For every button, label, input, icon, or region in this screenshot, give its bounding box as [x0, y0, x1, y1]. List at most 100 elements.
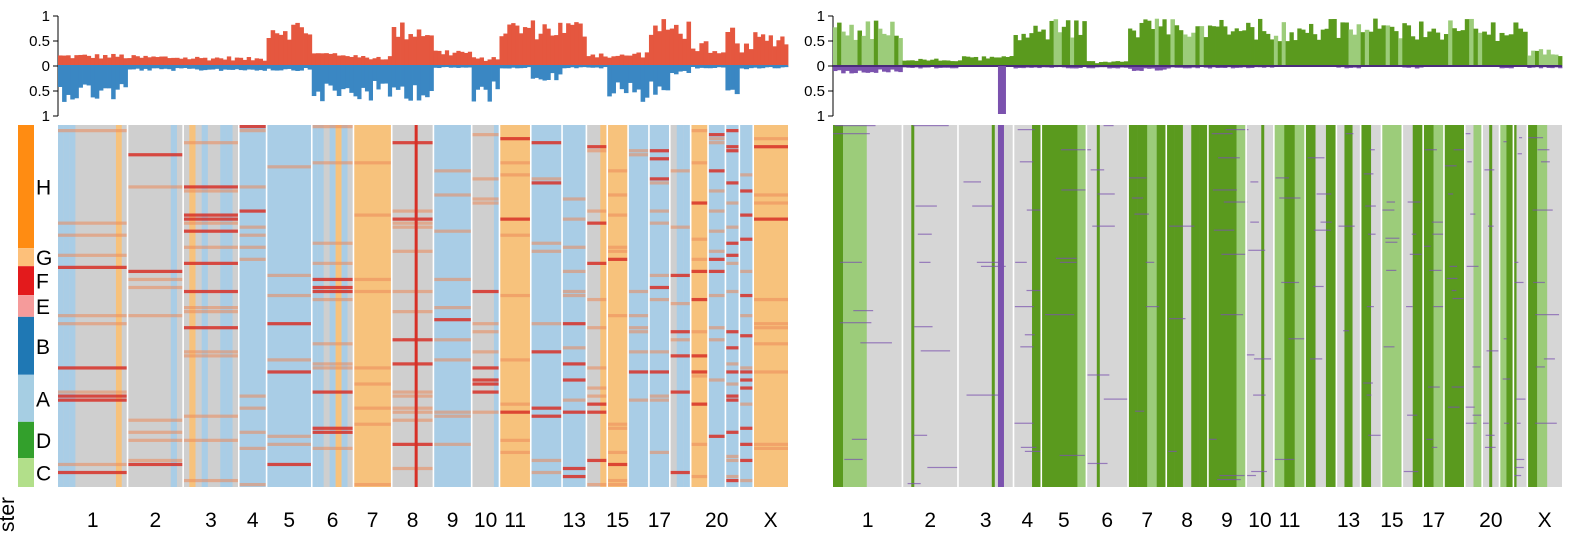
gain-bar [320, 53, 325, 66]
heatmap-noise-stripe [1486, 350, 1499, 352]
loss-bar [491, 66, 496, 82]
gain-bar [1373, 18, 1378, 67]
loss-bar [910, 66, 915, 69]
gain-bar [534, 39, 539, 66]
gain-bar [542, 24, 547, 67]
heatmap-noise-stripe [1217, 478, 1241, 481]
heatmap-noise-stripe [917, 233, 932, 235]
heatmap-row-stripe [471, 410, 500, 414]
loss-bar [328, 66, 334, 86]
gain-bar [1166, 34, 1171, 66]
x-tick-label: 2 [149, 509, 161, 532]
heatmap-row-stripe [311, 125, 354, 129]
heatmap-row-stripe [391, 217, 434, 221]
loss-bar [266, 66, 272, 69]
heatmap-noise-stripe [851, 438, 867, 440]
loss-bar [845, 66, 850, 71]
track-y-tick-label: 1 [817, 108, 825, 125]
heatmap-row-stripe [607, 462, 629, 467]
gain-bar [1289, 32, 1294, 66]
heatmap-row-stripe [586, 297, 608, 302]
heatmap-row-stripe [530, 458, 563, 463]
heatmap-row-stripe [266, 462, 312, 467]
heatmap-noise-stripe [1313, 229, 1331, 231]
loss-bar [479, 66, 484, 87]
x-tick-label: 6 [1101, 509, 1113, 532]
gain-bar [199, 58, 204, 66]
loss-bar [837, 66, 842, 71]
heatmap-noise-stripe [1128, 177, 1147, 179]
heatmap-noise-stripe [1061, 189, 1087, 191]
gain-bar [1123, 61, 1129, 66]
heatmap-row-stripe [708, 293, 726, 298]
gain-bar [433, 50, 438, 66]
loss-bar [278, 66, 284, 71]
loss-bar [748, 66, 754, 69]
heatmap-noise-stripe [1431, 221, 1443, 223]
heatmap-row-stripe [562, 322, 587, 326]
gain-bar [1558, 56, 1563, 66]
loss-bar [70, 66, 75, 100]
heatmap-row-stripe [183, 185, 239, 189]
gain-bar [487, 59, 492, 66]
gain-bar [163, 56, 168, 66]
heatmap-row-stripe [739, 402, 754, 406]
heatmap-row-stripe [311, 297, 354, 302]
gain-bar [566, 23, 571, 66]
gain-bar [1546, 49, 1551, 66]
gain-bar [1499, 32, 1505, 66]
gain-bar [833, 27, 838, 67]
gain-bar [107, 57, 112, 66]
loss-bar [628, 66, 633, 83]
heatmap-row-stripe [562, 378, 587, 382]
gain-bar [522, 27, 528, 67]
heatmap-loh-column [1473, 125, 1483, 487]
heatmap-loh-column [1443, 125, 1455, 487]
heatmap-row-stripe [607, 193, 629, 197]
heatmap-loh-column [1191, 125, 1200, 487]
heatmap-loh-column [1059, 125, 1069, 487]
heatmap-row-stripe [127, 458, 184, 463]
loss-bar [139, 66, 144, 71]
heatmap-row-stripe [183, 306, 239, 310]
gain-bar [1207, 25, 1213, 66]
heatmap-row-stripe [753, 370, 788, 374]
cluster-label: A [36, 388, 50, 411]
gain-bar [611, 56, 616, 66]
loss-bar [619, 66, 625, 90]
heatmap-row-stripe [648, 370, 670, 374]
heatmap-cell-block [607, 125, 629, 487]
heatmap-noise-stripe [1451, 289, 1457, 292]
heatmap-row-stripe [266, 273, 312, 278]
heatmap-noise-stripe [1534, 422, 1557, 424]
heatmap-row-stripe [708, 189, 726, 193]
heatmap-row-stripe [708, 269, 726, 274]
heatmap-row-stripe [433, 277, 472, 282]
heatmap-row-stripe [690, 474, 709, 479]
heatmap-row-stripe [183, 217, 239, 221]
heatmap-row-stripe [311, 277, 354, 282]
gain-bar [926, 60, 931, 66]
heatmap-subcolumn [329, 125, 336, 487]
heatmap-noise-stripe [1279, 197, 1301, 199]
loss-bar [74, 66, 79, 99]
heatmap-row-stripe [499, 358, 531, 362]
heatmap-noise-stripe [1502, 378, 1511, 380]
heatmap-row-stripe [471, 350, 500, 354]
heatmap-noise-stripe [963, 181, 981, 183]
heatmap-row-stripe [127, 314, 184, 318]
loss-bar [1187, 66, 1192, 69]
chromosome-column [648, 125, 670, 487]
heatmap-row-stripe [725, 149, 740, 153]
gain-bar [965, 56, 971, 66]
gain-bar [1139, 22, 1144, 66]
heatmap-row-stripe [669, 354, 691, 358]
heatmap-noise-stripe [1515, 466, 1524, 469]
loss-bar [695, 66, 700, 69]
heatmap-row-stripe [725, 241, 740, 245]
cluster-label: E [36, 296, 50, 319]
heatmap-row-stripe [562, 410, 587, 414]
chromosome-column [1166, 125, 1209, 487]
heatmap-loh-column [1352, 125, 1361, 487]
loss-bar [598, 66, 604, 69]
